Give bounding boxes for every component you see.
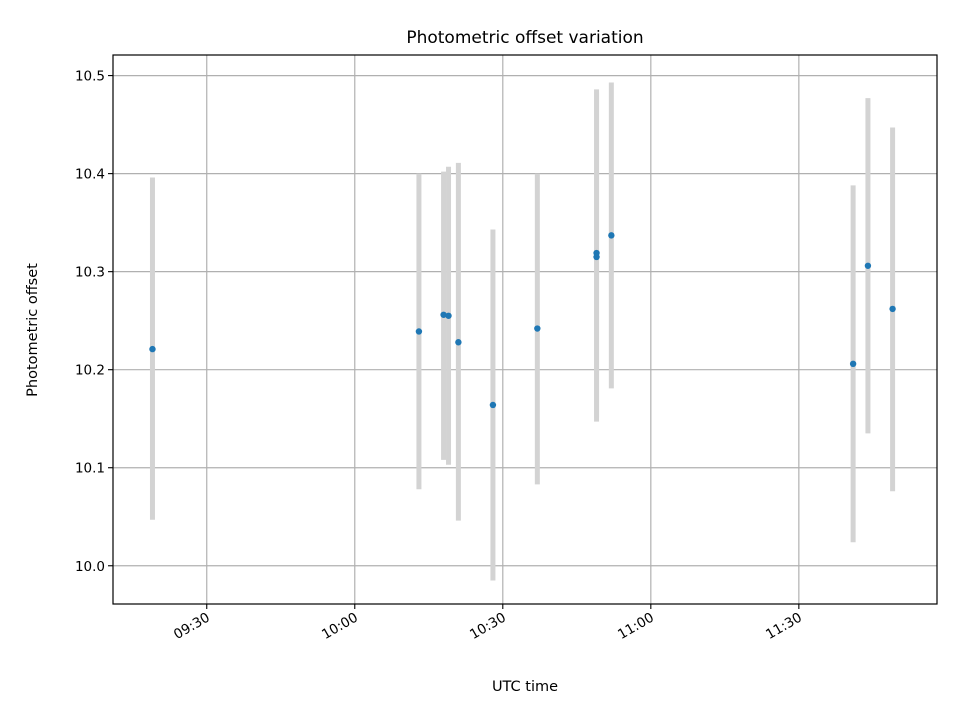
data-point: [534, 325, 541, 332]
data-point: [593, 253, 600, 261]
y-tick-label: 10.4: [75, 167, 105, 183]
y-tick-label: 10.1: [75, 461, 105, 477]
data-point: [489, 401, 497, 409]
y-tick-label: 10.0: [75, 559, 105, 575]
y-tick-label: 10.3: [75, 265, 105, 281]
y-tick-label: 10.2: [75, 363, 105, 379]
data-point: [864, 262, 872, 269]
data-point: [415, 328, 423, 335]
grid-lines: [113, 55, 937, 604]
y-tick-label: 10.5: [75, 69, 105, 85]
data-point: [149, 345, 156, 353]
data-point: [440, 311, 447, 318]
plot-area-frame: [112, 54, 938, 605]
chart-title: Photometric offset variation: [406, 28, 643, 48]
y-axis-ticks: 10.0 10.1 10.2 10.3 10.4 10.5: [75, 69, 113, 575]
data-point: [445, 312, 452, 319]
data-point: [608, 232, 615, 239]
data-point: [889, 305, 896, 313]
x-axis-title: UTC time: [492, 679, 558, 695]
data-points: [149, 232, 896, 409]
data-point: [849, 360, 857, 368]
y-axis-title: Photometric offset: [25, 263, 41, 397]
data-point: [455, 339, 462, 346]
